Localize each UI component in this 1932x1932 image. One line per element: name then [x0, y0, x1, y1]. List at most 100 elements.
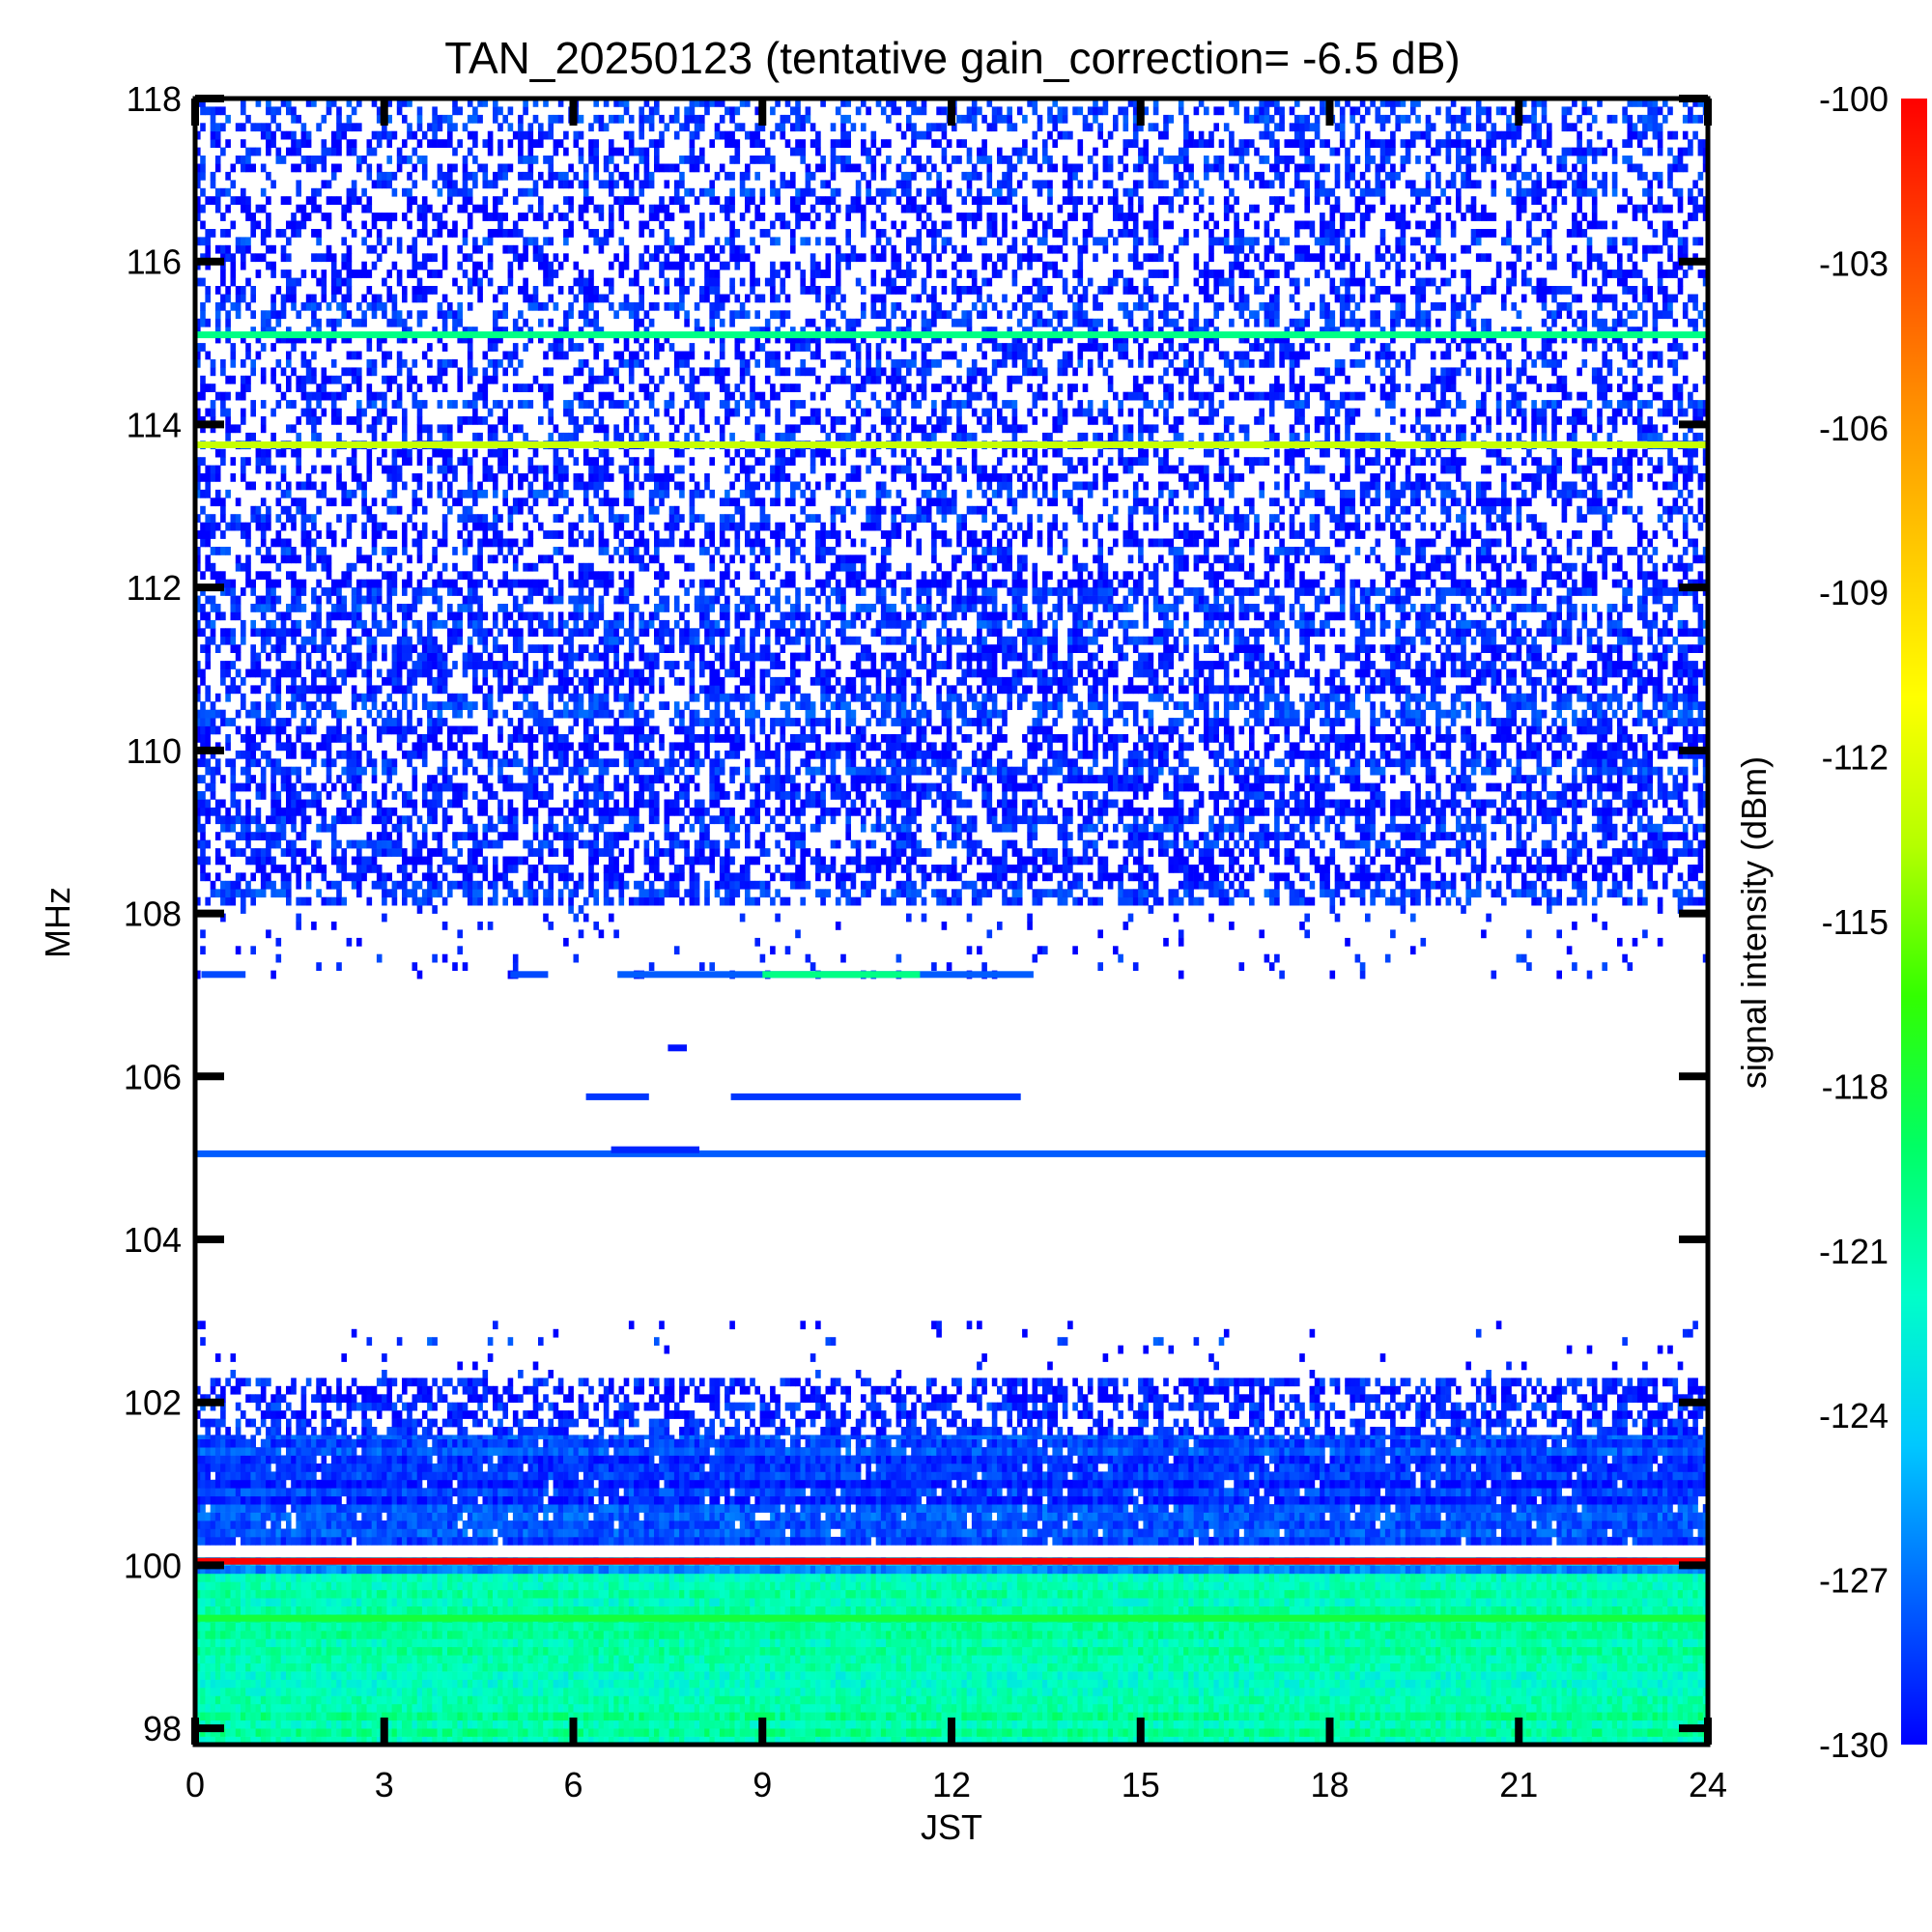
heat-cell	[1410, 1680, 1416, 1689]
heat-cell	[392, 1695, 398, 1704]
heat-cell	[619, 1680, 625, 1689]
heat-cell	[674, 1688, 680, 1696]
heat-cell	[1249, 1680, 1255, 1689]
heat-cell	[1637, 1720, 1643, 1729]
heat-cell	[1037, 1695, 1043, 1704]
heat-cell	[906, 1720, 912, 1729]
heat-cell	[1259, 1720, 1264, 1729]
heat-cell	[1128, 1631, 1134, 1639]
heat-cell	[1415, 1638, 1421, 1647]
heat-cell	[997, 1720, 1003, 1729]
heat-cell	[1496, 1680, 1502, 1689]
heat-cell	[987, 1720, 993, 1729]
heat-cell	[1395, 1647, 1401, 1656]
heat-cell	[1365, 1647, 1371, 1656]
heat-cell	[781, 1647, 786, 1656]
heat-cell	[377, 1671, 383, 1680]
heat-cell	[1047, 1663, 1053, 1672]
heat-cell	[1542, 1647, 1548, 1656]
heat-cell	[1355, 1655, 1361, 1663]
heat-cell	[639, 1720, 644, 1729]
heat-cell	[1279, 1704, 1285, 1713]
heat-cell	[463, 1728, 469, 1737]
heat-cell	[472, 1680, 478, 1689]
heat-cell	[1188, 1655, 1194, 1663]
heat-cell	[956, 1688, 962, 1696]
heat-cell	[261, 1631, 267, 1639]
heat-cell	[1340, 1680, 1346, 1689]
heat-cell	[684, 1712, 690, 1720]
heat-cell	[256, 1638, 262, 1647]
heat-cell	[977, 1712, 982, 1720]
heat-cell	[1415, 1631, 1421, 1639]
heat-cell	[1033, 1623, 1038, 1632]
heat-cell	[508, 1712, 514, 1720]
heat-cell	[1007, 1623, 1012, 1632]
heat-cell	[1169, 1728, 1175, 1737]
heat-cell	[1208, 1720, 1214, 1729]
heat-cell	[1058, 1688, 1064, 1696]
heat-cell	[417, 1680, 423, 1689]
heat-cell	[1067, 1655, 1073, 1663]
heat-cell	[407, 1663, 412, 1672]
heat-cell	[1355, 1688, 1361, 1696]
heat-cell	[497, 1647, 503, 1656]
heat-cell	[291, 1680, 297, 1689]
heat-cell	[386, 1623, 392, 1632]
heat-cell	[1692, 1671, 1698, 1680]
heat-cell	[644, 1671, 650, 1680]
heat-cell	[205, 1638, 211, 1647]
heat-cell	[1239, 1720, 1245, 1729]
heat-cell	[548, 1680, 554, 1689]
heat-cell	[1007, 1688, 1012, 1696]
heat-cell	[1492, 1623, 1497, 1632]
heat-cell	[1033, 1680, 1038, 1689]
heat-cell	[1285, 1647, 1291, 1656]
heat-cell	[1496, 1631, 1502, 1639]
heat-cell	[1582, 1631, 1588, 1639]
heat-cell	[1542, 1712, 1548, 1720]
heat-cell	[624, 1671, 630, 1680]
heat-cell	[1058, 1663, 1064, 1672]
heat-cell	[952, 1647, 957, 1656]
heat-cell	[447, 1647, 453, 1656]
heat-cell	[286, 1704, 292, 1713]
heat-cell	[1537, 1647, 1543, 1656]
heat-cell	[881, 1680, 887, 1689]
heat-cell	[1224, 1680, 1230, 1689]
heat-cell	[967, 1704, 973, 1713]
heat-cell	[1304, 1720, 1310, 1729]
heat-cell	[457, 1728, 463, 1737]
heat-cell	[225, 1728, 231, 1737]
heat-cell	[1294, 1704, 1300, 1713]
heat-cell	[1163, 1704, 1169, 1713]
heat-cell	[1390, 1623, 1396, 1632]
heat-cell	[840, 1631, 846, 1639]
heat-cell	[1199, 1688, 1205, 1696]
heat-cell	[1476, 1671, 1482, 1680]
heat-cell	[336, 1663, 342, 1672]
heat-cell	[1376, 1655, 1381, 1663]
heat-cell	[347, 1688, 353, 1696]
heat-cell	[1435, 1712, 1441, 1720]
heat-cell	[1279, 1655, 1285, 1663]
heat-cell	[583, 1680, 589, 1689]
heat-cell	[1017, 1663, 1023, 1672]
heat-cell	[704, 1680, 710, 1689]
heat-cell	[563, 1671, 569, 1680]
heat-cell	[316, 1728, 322, 1737]
heat-cell	[1547, 1638, 1552, 1647]
heat-cell	[806, 1704, 811, 1713]
heat-cell	[1153, 1623, 1159, 1632]
heat-cell	[1465, 1663, 1471, 1672]
heat-cell	[992, 1704, 998, 1713]
heat-cell	[276, 1671, 282, 1680]
heat-cell	[1047, 1623, 1053, 1632]
heat-cell	[1556, 1647, 1562, 1656]
heat-cell	[754, 1688, 760, 1696]
heat-cell	[1653, 1728, 1659, 1737]
heat-cell	[270, 1655, 276, 1663]
heat-cell	[543, 1704, 549, 1713]
heat-cell	[1017, 1606, 1023, 1615]
heat-cell	[745, 1663, 751, 1672]
